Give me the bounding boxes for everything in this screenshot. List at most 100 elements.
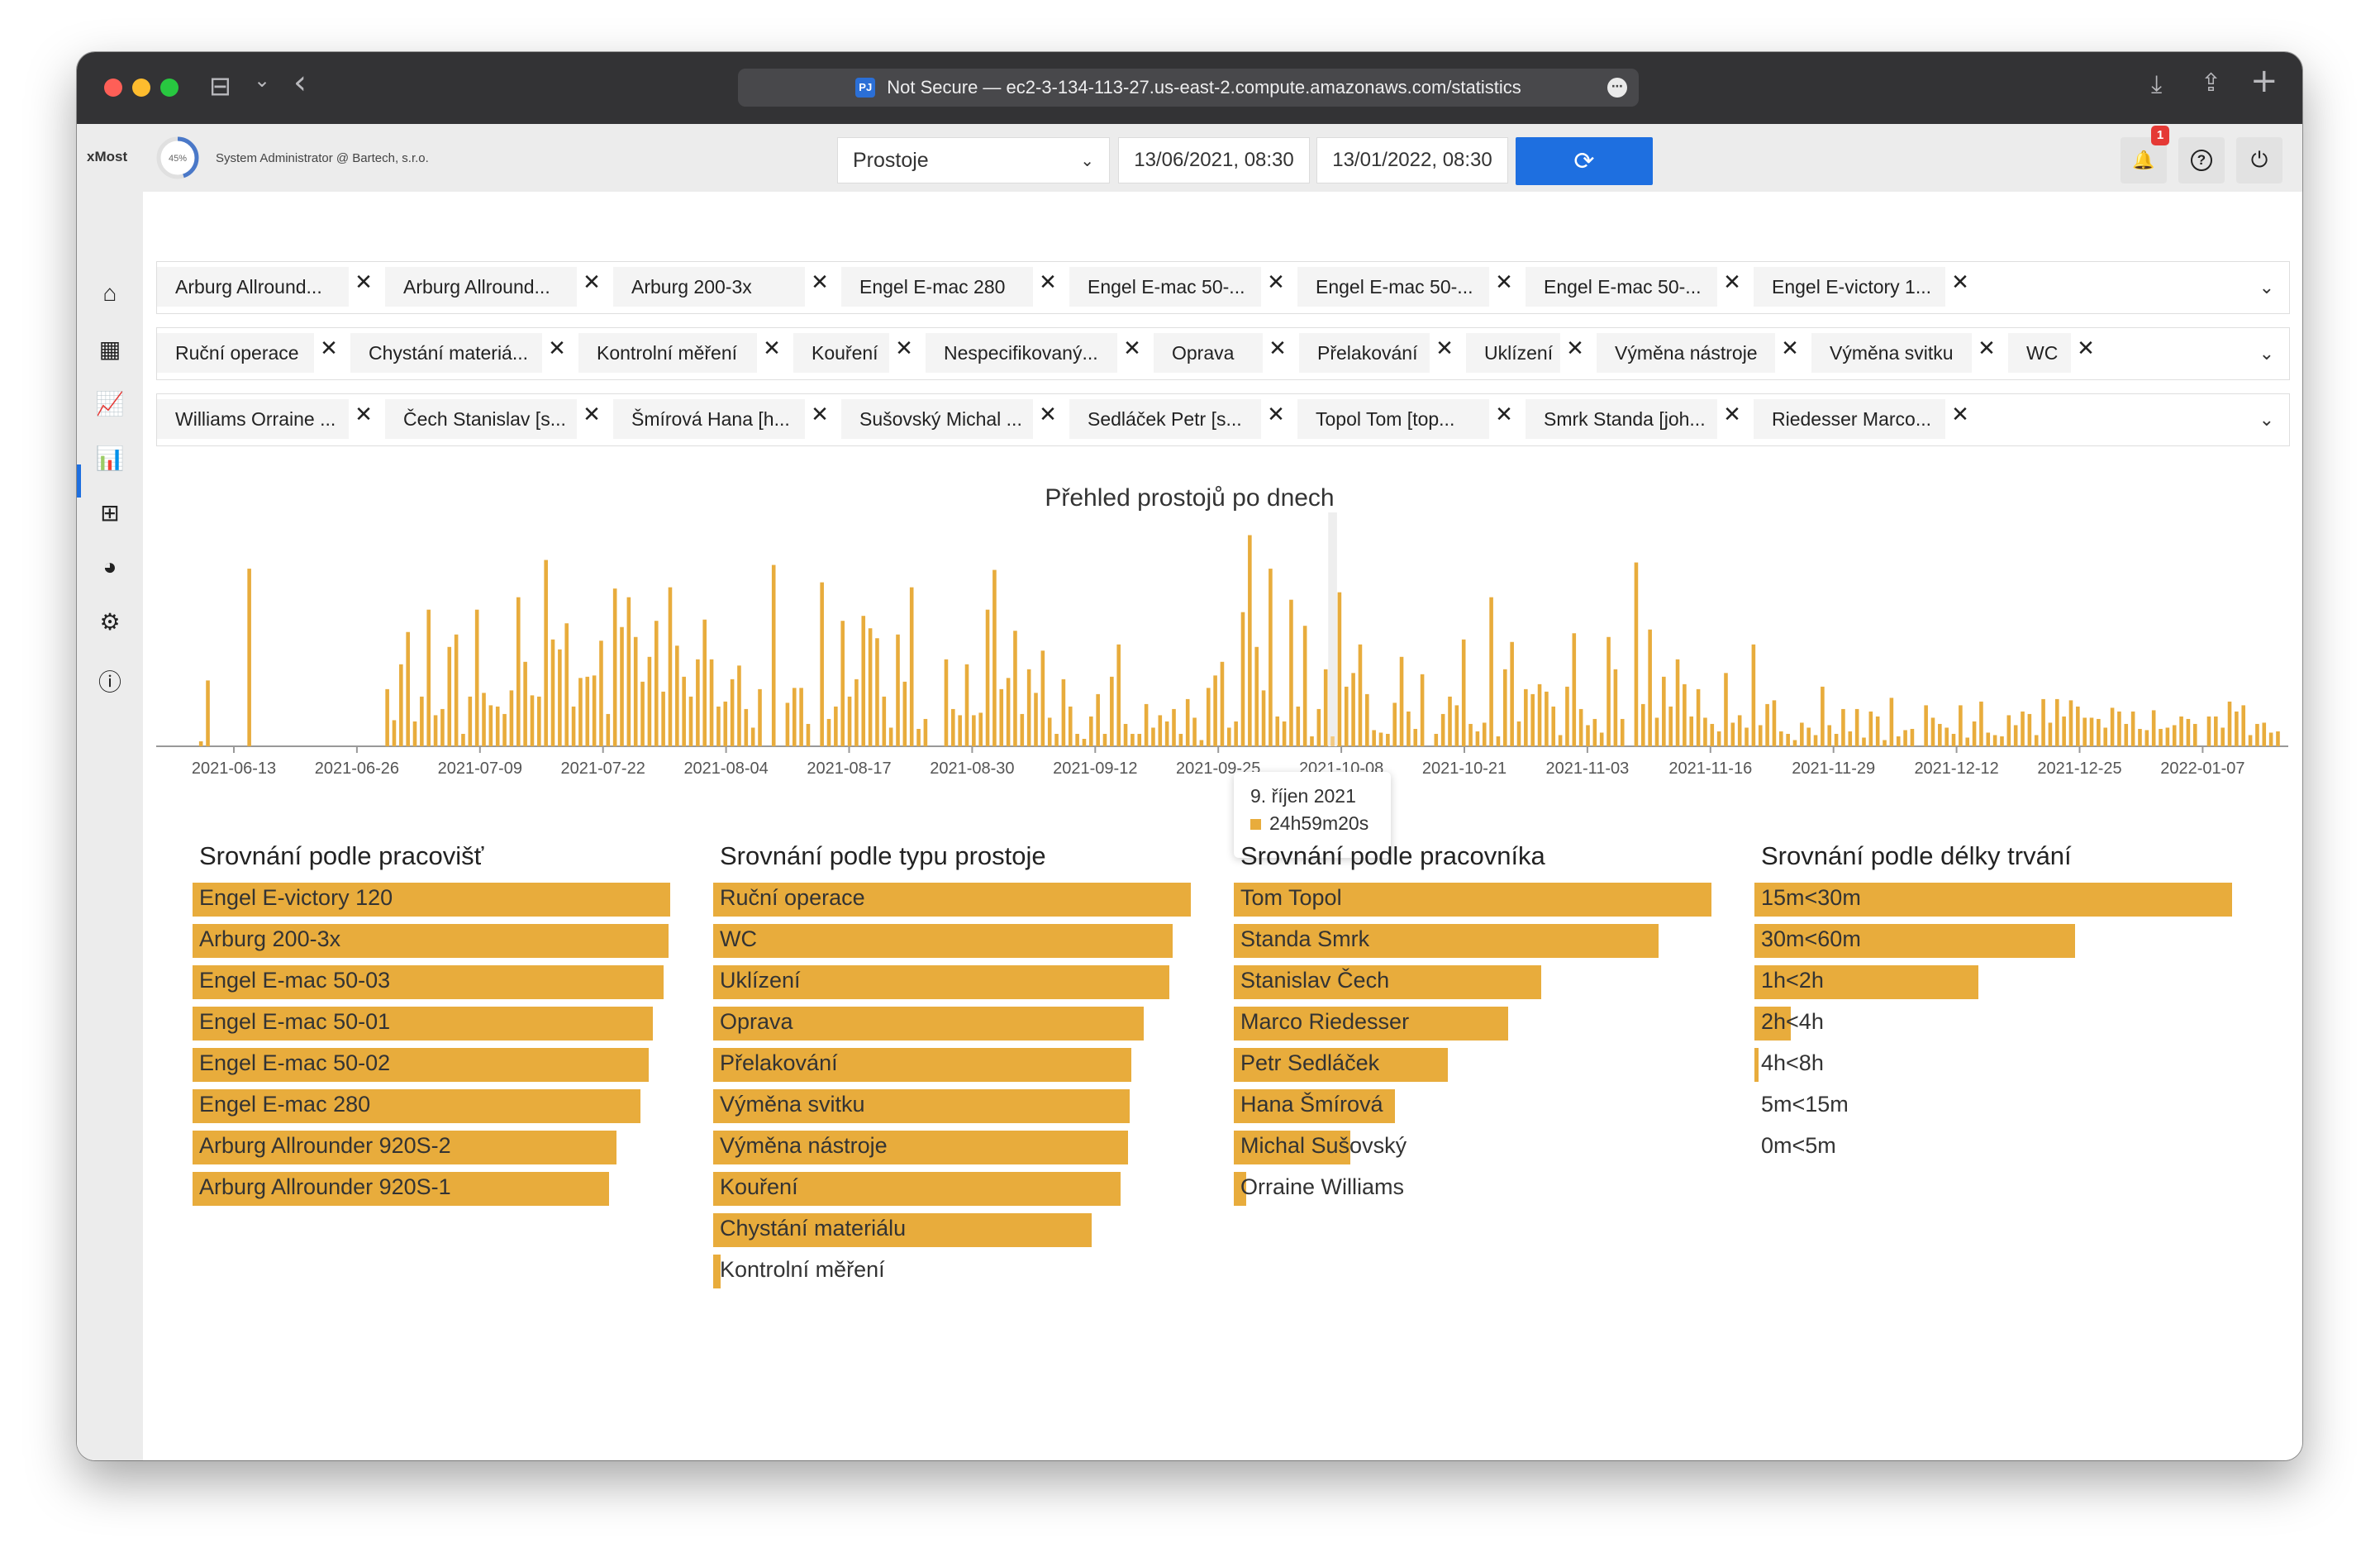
chart-bar[interactable]	[1786, 733, 1790, 746]
chart-bar[interactable]	[1261, 690, 1266, 746]
comparison-bar[interactable]	[1234, 883, 1711, 917]
minimize-window-button[interactable]	[132, 79, 150, 97]
chart-bar[interactable]	[1841, 708, 1845, 746]
chart-bar[interactable]	[1344, 686, 1349, 746]
comparison-row[interactable]: 1h<2h	[1754, 965, 2242, 1007]
chart-bar[interactable]	[1234, 721, 1238, 746]
chart-bar[interactable]	[392, 720, 397, 746]
chart-bar[interactable]	[2192, 723, 2197, 746]
remove-chip-icon[interactable]: ✕	[895, 335, 913, 360]
brand-logo[interactable]: xMost	[87, 149, 128, 164]
remove-chip-icon[interactable]: ✕	[2077, 335, 2095, 360]
chart-bar[interactable]	[1468, 723, 1473, 746]
chart-bar[interactable]	[1407, 711, 1411, 746]
chart-bar[interactable]	[2165, 727, 2170, 746]
chart-bar[interactable]	[1496, 736, 1501, 746]
chart-bar[interactable]	[978, 712, 983, 746]
chart-bar[interactable]	[1040, 650, 1045, 746]
chart-bar[interactable]	[1640, 703, 1645, 746]
chart-bar[interactable]	[840, 621, 845, 746]
comparison-row[interactable]: Marco Riedesser	[1234, 1007, 1721, 1048]
comparison-row[interactable]: 0m<5m	[1754, 1131, 2242, 1172]
chart-bar[interactable]	[198, 741, 203, 746]
chart-bar[interactable]	[1689, 716, 1694, 746]
chart-bar[interactable]	[999, 688, 1004, 746]
chart-bar[interactable]	[1206, 688, 1211, 746]
comparison-bar[interactable]	[713, 1255, 721, 1288]
comparison-bar[interactable]	[1234, 1172, 1247, 1206]
chart-bar[interactable]	[1965, 737, 1970, 746]
remove-chip-icon[interactable]: ✕	[1495, 269, 1513, 294]
chart-bar[interactable]	[1158, 715, 1163, 746]
download-icon[interactable]: ⤓	[2151, 70, 2163, 99]
chart-bar[interactable]	[951, 708, 955, 746]
chart-bar[interactable]	[1213, 675, 1217, 746]
chart-bar[interactable]	[626, 597, 631, 746]
chart-bar[interactable]	[2235, 711, 2239, 746]
chart-bar[interactable]	[1737, 715, 1742, 746]
chart-bar[interactable]	[2021, 711, 2025, 746]
chart-bar[interactable]	[2130, 711, 2135, 746]
comparison-row[interactable]: 30m<60m	[1754, 924, 2242, 965]
chart-bar[interactable]	[564, 623, 569, 746]
chart-bar[interactable]	[2062, 716, 2066, 746]
comparison-bar[interactable]	[1234, 1007, 1509, 1041]
chart-bar[interactable]	[468, 696, 473, 746]
chart-bar[interactable]	[1710, 723, 1715, 746]
chart-bar[interactable]	[1778, 731, 1783, 746]
chart-bar[interactable]	[2041, 698, 2045, 746]
chart-bar[interactable]	[2138, 728, 2142, 746]
comparison-row[interactable]: 4h<8h	[1754, 1048, 2242, 1089]
workplace-filter[interactable]: Arburg Allround... ✕ Arburg Allround... ✕ Ar…	[156, 261, 2290, 314]
chart-bar[interactable]	[2262, 722, 2267, 746]
bar-chart-icon[interactable]: 📊	[95, 445, 125, 471]
chart-bar[interactable]	[482, 693, 486, 746]
chart-bar[interactable]	[1475, 731, 1480, 746]
chart-bar[interactable]	[2268, 732, 2273, 746]
chart-bar[interactable]	[1178, 733, 1183, 746]
comparison-bar[interactable]	[713, 924, 1173, 958]
chart-bar[interactable]	[1827, 725, 1832, 746]
chart-bar[interactable]	[675, 645, 679, 746]
user-label[interactable]: System Administrator @ Bartech, s.r.o.	[216, 151, 429, 165]
chart-bar[interactable]	[888, 727, 893, 746]
chart-bar[interactable]	[799, 688, 803, 746]
chart-bar[interactable]	[861, 616, 866, 746]
remove-chip-icon[interactable]: ✕	[583, 401, 601, 426]
chart-bar[interactable]	[1696, 688, 1701, 746]
chart-bar[interactable]	[1800, 722, 1804, 746]
chart-bar[interactable]	[1020, 713, 1025, 746]
chart-bar[interactable]	[1248, 535, 1252, 746]
settings-icon[interactable]: ⚙	[99, 608, 121, 635]
chart-bar[interactable]	[1634, 562, 1639, 746]
chart-bar[interactable]	[750, 727, 755, 746]
chart-bar[interactable]	[1578, 708, 1583, 746]
chart-bar[interactable]	[854, 679, 859, 746]
logout-button[interactable]: ⏻	[2236, 137, 2282, 183]
remove-chip-icon[interactable]: ✕	[763, 335, 781, 360]
chart-bar[interactable]	[2013, 725, 2018, 746]
chart-bar[interactable]	[1565, 686, 1569, 746]
remove-chip-icon[interactable]: ✕	[1495, 401, 1513, 426]
chart-bar[interactable]	[2241, 705, 2246, 746]
help-button[interactable]: ?	[2178, 137, 2225, 183]
chart-bar[interactable]	[1675, 659, 1680, 746]
chart-bar[interactable]	[1227, 727, 1231, 746]
chart-bar[interactable]	[1889, 698, 1894, 746]
comparison-bar[interactable]	[713, 965, 1169, 999]
chart-bar[interactable]	[896, 634, 900, 746]
comparison-bar[interactable]	[193, 924, 669, 958]
chart-bar[interactable]	[1979, 701, 1983, 746]
chart-bar[interactable]	[406, 631, 410, 746]
chart-bar[interactable]	[537, 696, 541, 746]
comparison-row[interactable]: Engel E-mac 50-01	[193, 1007, 680, 1048]
chart-bar[interactable]	[1896, 736, 1901, 746]
comparison-bar[interactable]	[1754, 883, 2232, 917]
chart-bar[interactable]	[2048, 722, 2053, 746]
comparison-bar[interactable]	[713, 883, 1191, 917]
chart-bar[interactable]	[1172, 708, 1176, 746]
chart-bar[interactable]	[868, 628, 873, 746]
chart-bar[interactable]	[1883, 740, 1887, 746]
chart-bar[interactable]	[2227, 701, 2232, 746]
chart-bar[interactable]	[1854, 708, 1859, 746]
